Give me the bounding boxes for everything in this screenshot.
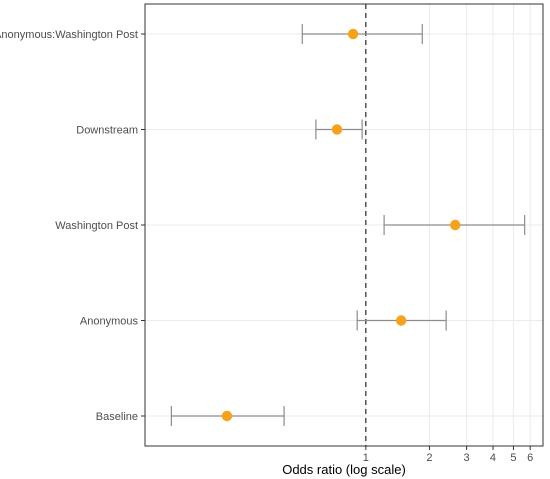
estimate-point — [331, 124, 343, 135]
estimate-point — [395, 315, 407, 326]
estimate-point — [450, 219, 461, 231]
y-tick-label: Anonymous — [80, 316, 139, 328]
x-tick-label: 3 — [464, 452, 470, 464]
x-axis-title: Odds ratio (log scale) — [282, 462, 406, 477]
x-tick-label: 2 — [426, 452, 432, 464]
y-axis-labels: Anonymous:Washington Post Downstream Washi… — [0, 29, 145, 423]
y-tick-label: Washington Post — [55, 220, 138, 232]
x-tick-label: 4 — [490, 452, 496, 464]
y-tick-label: Anonymous:Washington Post — [0, 29, 138, 41]
x-tick-label: 5 — [510, 452, 516, 464]
estimate-points — [221, 28, 461, 422]
estimate-point — [221, 410, 233, 422]
error-bar — [301, 24, 423, 44]
x-tick-label: 6 — [527, 452, 533, 464]
y-tick-label: Baseline — [96, 411, 138, 423]
estimate-point — [347, 28, 359, 40]
y-tick-label: Downstream — [76, 125, 138, 137]
x-tick-label: 1 — [363, 452, 369, 464]
